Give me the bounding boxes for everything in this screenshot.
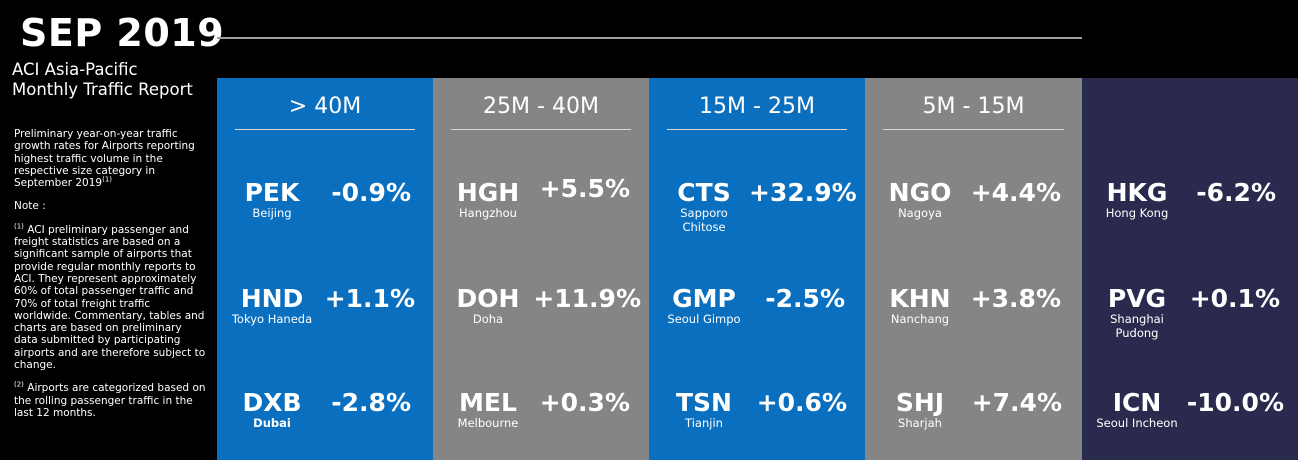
growth-rate: +1.1% (324, 284, 415, 313)
airport-city: Doha (472, 312, 504, 326)
airport-city: Tianjin (685, 416, 723, 430)
airport-cell: ICN Seoul Incheon -10.0% (1082, 387, 1298, 447)
airport-city: Sapporo Chitose (680, 206, 728, 234)
growth-rate: +0.3% (539, 388, 630, 417)
column-divider (667, 129, 847, 130)
airport-code: PVG (1107, 284, 1167, 313)
airport-code: KHN (889, 284, 951, 313)
airport-cell: DOH Doha +11.9% (433, 283, 649, 343)
airport-cell: MEL Melbourne +0.3% (433, 387, 649, 447)
airport-code: ICN (1112, 388, 1162, 417)
airport-cell: DXB Dubai -2.8% (217, 387, 433, 447)
note-1-marker: (1) (14, 222, 24, 231)
note-1: (1) ACI preliminary passenger and freigh… (14, 222, 206, 372)
category-column-5m-15m: 5M - 15M NGO Nagoya +4.4% KHN Nanchang +… (865, 78, 1082, 460)
report-title-line1: ACI Asia-Pacific (12, 60, 138, 79)
note-label: Note : (14, 200, 46, 213)
column-header: > 40M (288, 94, 362, 119)
airport-city: Tokyo Haneda (231, 312, 313, 326)
growth-rate: -0.9% (331, 178, 411, 207)
growth-rate: +32.9% (749, 178, 857, 207)
growth-rate: +4.4% (970, 178, 1061, 207)
note-2: (2) Airports are categorized based on th… (14, 380, 206, 419)
intro-text: Preliminary year-on-year traffic growth … (14, 128, 195, 190)
airport-city: Hangzhou (459, 206, 517, 220)
category-column-15m-25m: 15M - 25M CTS Sapporo Chitose +32.9% GMP… (649, 78, 865, 460)
airport-cell: HGH Hangzhou +5.5% (433, 174, 649, 237)
airport-city: Dubai (253, 416, 291, 430)
growth-rate: -2.8% (331, 388, 411, 417)
airport-code: DXB (242, 388, 302, 417)
report-title: ACI Asia-Pacific Monthly Traffic Report (12, 60, 212, 100)
airport-code: GMP (672, 284, 736, 313)
airport-code: PEK (244, 178, 300, 207)
category-column-25m-40m: 25M - 40M HGH Hangzhou +5.5% DOH Doha +1… (433, 78, 649, 460)
growth-rate: +0.6% (756, 388, 847, 417)
column-divider (235, 129, 415, 130)
intro-footnote-marker: (1) (102, 175, 113, 184)
airport-city: Nagoya (898, 206, 942, 220)
month-title: SEP 2019 (20, 11, 225, 55)
column-header: 15M - 25M (699, 94, 815, 119)
intro-paragraph: Preliminary year-on-year traffic growth … (14, 128, 206, 189)
airport-code: CTS (677, 178, 731, 207)
airport-city: Melbourne (457, 416, 519, 430)
airport-code: MEL (459, 388, 517, 417)
airport-code: SHJ (895, 388, 945, 417)
airport-city: Seoul Gimpo (667, 312, 741, 326)
title-divider (217, 37, 1082, 39)
airport-cell: HND Tokyo Haneda +1.1% (217, 283, 433, 343)
column-header: 25M - 40M (483, 94, 599, 119)
growth-rate: +3.8% (970, 284, 1061, 313)
column-header: 5M - 15M (922, 94, 1025, 119)
airport-city: Beijing (252, 206, 292, 220)
growth-rate: +0.1% (1189, 284, 1280, 313)
growth-rate: +7.4% (971, 388, 1062, 417)
airport-city: Nanchang (890, 312, 950, 326)
note-2-text: Airports are categorized based on the ro… (14, 382, 206, 419)
category-column-over-40m: > 40M PEK Beijing -0.9% HND Tokyo Haneda… (217, 78, 433, 460)
airport-cell: GMP Seoul Gimpo -2.5% (649, 283, 865, 343)
report-title-line2: Monthly Traffic Report (12, 80, 193, 99)
airport-code: HND (240, 284, 304, 313)
airport-city: Seoul Incheon (1096, 416, 1178, 430)
airport-cell: TSN Tianjin +0.6% (649, 387, 865, 447)
airport-city: Sharjah (898, 416, 942, 430)
airport-code: TSN (676, 388, 732, 417)
airport-code: NGO (888, 178, 952, 207)
airport-code: HGH (456, 178, 520, 207)
airport-cell: KHN Nanchang +3.8% (865, 283, 1082, 343)
airport-cell: PVG Shanghai Pudong +0.1% (1082, 283, 1298, 343)
growth-rate: +5.5% (539, 174, 630, 203)
sidebar-notes: Preliminary year-on-year traffic growth … (14, 128, 206, 430)
airport-cell: NGO Nagoya +4.4% (865, 177, 1082, 237)
column-divider (451, 129, 631, 130)
growth-rate: -6.2% (1196, 178, 1276, 207)
airport-cell: PEK Beijing -0.9% (217, 177, 433, 237)
airport-city: Shanghai Pudong (1110, 312, 1164, 340)
airport-cell: SHJ Sharjah +7.4% (865, 387, 1082, 447)
category-column-unlabeled: HKG Hong Kong -6.2% PVG Shanghai Pudong … (1082, 78, 1298, 460)
growth-rate: -2.5% (765, 284, 845, 313)
airport-cell: CTS Sapporo Chitose +32.9% (649, 177, 865, 237)
column-divider (883, 129, 1064, 130)
airport-code: HKG (1106, 178, 1168, 207)
growth-rate: -10.0% (1186, 388, 1284, 417)
airport-code: DOH (456, 284, 520, 313)
airport-city: Hong Kong (1105, 206, 1169, 220)
growth-rate: +11.9% (533, 284, 641, 313)
note-1-text: ACI preliminary passenger and freight st… (14, 223, 206, 372)
note-2-marker: (2) (14, 380, 24, 389)
airport-cell: HKG Hong Kong -6.2% (1082, 177, 1298, 237)
